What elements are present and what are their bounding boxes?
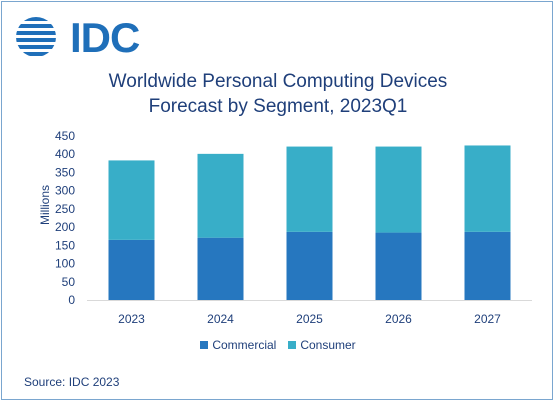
bar-consumer-2023 <box>108 160 155 240</box>
idc-logo: IDC <box>12 12 140 62</box>
legend-item-consumer: Consumer <box>288 338 356 352</box>
bar-commercial-2023 <box>108 239 155 300</box>
bar-consumer-2026 <box>375 146 422 233</box>
y-tick-label: 350 <box>55 165 75 179</box>
chart-title-line-1: Worldwide Personal Computing Devices <box>108 71 448 92</box>
x-tick-label: 2027 <box>474 312 501 326</box>
bar-commercial-2027 <box>464 231 511 300</box>
y-tick-label: 300 <box>55 184 75 198</box>
y-tick-label: 50 <box>62 275 76 289</box>
legend-label: Commercial <box>212 338 277 352</box>
y-tick-label: 0 <box>68 293 75 307</box>
bar-consumer-2024 <box>197 153 244 238</box>
y-tick-label: 150 <box>55 238 75 252</box>
y-tick-label: 100 <box>55 257 75 271</box>
x-axis: 2023 2024 2025 2026 2027 <box>118 312 501 326</box>
globe-icon <box>16 17 56 56</box>
bars <box>108 145 511 300</box>
legend-item-commercial: Commercial <box>200 338 276 352</box>
y-axis: 0 50 100 150 200 250 300 350 400 450 <box>55 129 75 307</box>
x-tick-label: 2026 <box>385 312 412 326</box>
legend-swatch <box>200 341 209 349</box>
y-tick-label: 200 <box>55 220 75 234</box>
source-note: Source: IDC 2023 <box>24 375 120 389</box>
x-tick-label: 2025 <box>296 312 323 326</box>
legend-label: Consumer <box>300 338 356 352</box>
y-tick-label: 250 <box>55 202 75 216</box>
y-tick-label: 400 <box>55 147 75 161</box>
y-axis-label: Millions <box>38 185 52 225</box>
chart-title-line-2: Forecast by Segment, 2023Q1 <box>148 96 408 117</box>
chart-plot: 0 50 100 150 200 250 300 350 400 450 Millions 202… <box>38 129 532 326</box>
legend: Commercial Consumer <box>2 338 554 352</box>
legend-swatch <box>288 341 297 349</box>
bar-commercial-2026 <box>375 232 422 300</box>
x-tick-label: 2023 <box>118 312 145 326</box>
bar-consumer-2025 <box>286 146 333 232</box>
chart-title: Worldwide Personal Computing Devices For… <box>2 69 554 119</box>
y-tick-label: 450 <box>55 129 75 143</box>
x-tick-label: 2024 <box>207 312 234 326</box>
logo-text: IDC <box>70 14 140 61</box>
bar-consumer-2027 <box>464 145 511 232</box>
bar-commercial-2025 <box>286 231 333 300</box>
bar-commercial-2024 <box>197 237 244 300</box>
